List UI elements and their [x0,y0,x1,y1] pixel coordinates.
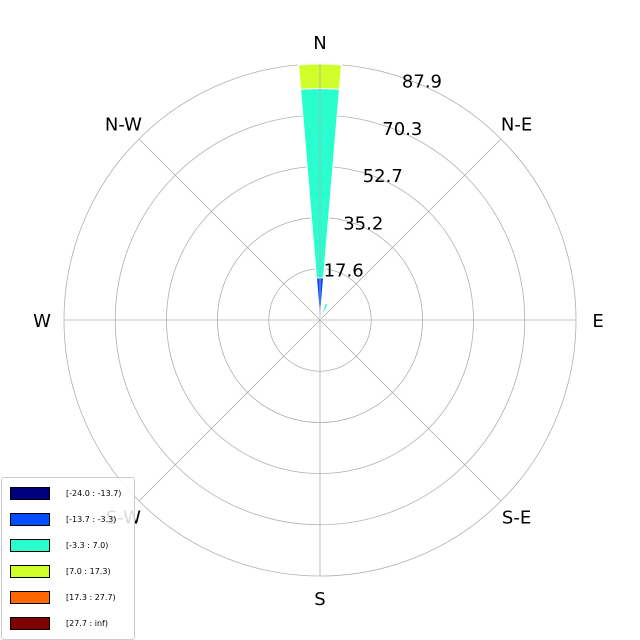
grid-spoke [320,320,501,501]
grid-spoke [139,139,320,320]
legend-label: [-3.3 : 7.0) [66,541,108,550]
legend-item: [7.0 : 17.3) [10,564,111,578]
legend-item: [27.7 : inf) [10,616,108,630]
radial-tick-label: 17.6 [324,261,364,282]
legend-label: [17.3 : 27.7) [66,593,116,602]
legend-swatch [10,591,50,604]
grid-spoke [139,320,320,501]
radial-tick-label: 35.2 [343,213,383,234]
direction-label: N-W [105,114,142,135]
legend-swatch [10,617,50,630]
legend-swatch [10,565,50,578]
direction-label: N-E [501,114,532,135]
direction-label: W [33,311,51,332]
radial-tick-label: 52.7 [363,166,403,187]
radial-tick-label: 70.3 [382,119,422,140]
legend-label: [-24.0 : -13.7) [66,489,121,498]
direction-label: E [592,311,603,332]
legend-item: [17.3 : 27.7) [10,590,116,604]
legend: [-24.0 : -13.7) [-13.7 : -3.3) [-3.3 : 7… [1,477,135,640]
legend-label: [27.7 : inf) [66,619,108,628]
legend-item: [-13.7 : -3.3) [10,512,116,526]
direction-label: S-E [502,508,531,529]
legend-label: [-13.7 : -3.3) [66,515,116,524]
legend-swatch [10,487,50,500]
direction-label: S [314,589,325,610]
legend-item: [-3.3 : 7.0) [10,538,108,552]
legend-swatch [10,513,50,526]
legend-swatch [10,539,50,552]
legend-item: [-24.0 : -13.7) [10,486,121,500]
direction-label: N [313,33,326,54]
radial-tick-labels: 17.6 35.2 52.7 70.3 87.9 [324,71,442,281]
legend-label: [7.0 : 17.3) [66,567,111,576]
radial-tick-label: 87.9 [402,71,442,92]
